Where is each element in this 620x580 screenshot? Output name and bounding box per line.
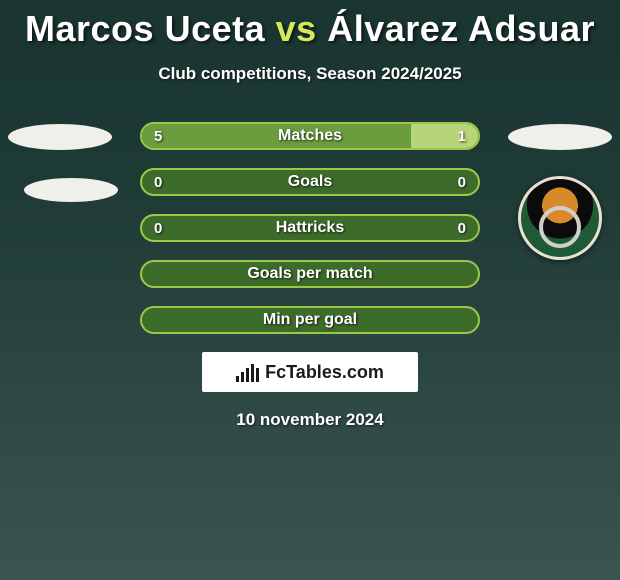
stat-row-matches: 5 1 Matches [140,122,480,150]
brand-text: FcTables.com [265,362,384,383]
player2-avatar-placeholder [508,124,612,150]
player2-club-badge [518,176,602,260]
snapshot-date: 10 november 2024 [0,410,620,430]
season-subtitle: Club competitions, Season 2024/2025 [0,64,620,84]
stat-value-left: 0 [154,174,162,191]
stat-row-hattricks: 0 0 Hattricks [140,214,480,242]
player1-name: Marcos Uceta [25,8,265,49]
stat-label: Hattricks [276,219,344,237]
stat-label: Goals [288,173,332,191]
stat-value-right: 0 [458,174,466,191]
stat-label: Matches [278,127,342,145]
brand-logo: FcTables.com [202,352,418,392]
stat-value-right: 0 [458,220,466,237]
stat-value-left: 0 [154,220,162,237]
title-vs: vs [276,8,317,49]
player1-club-placeholder [24,178,118,202]
stat-row-goals-per-match: Goals per match [140,260,480,288]
stat-row-goals: 0 0 Goals [140,168,480,196]
brand-bars-icon [236,362,259,382]
comparison-title: Marcos Uceta vs Álvarez Adsuar [0,0,620,50]
player1-avatar-placeholder [8,124,112,150]
stat-label: Goals per match [247,265,372,283]
player2-name: Álvarez Adsuar [327,8,595,49]
stat-value-right: 1 [458,128,466,145]
stat-label: Min per goal [263,311,357,329]
stat-value-left: 5 [154,128,162,145]
stat-fill-left [142,124,411,148]
stat-fill-right [411,124,478,148]
stat-row-min-per-goal: Min per goal [140,306,480,334]
